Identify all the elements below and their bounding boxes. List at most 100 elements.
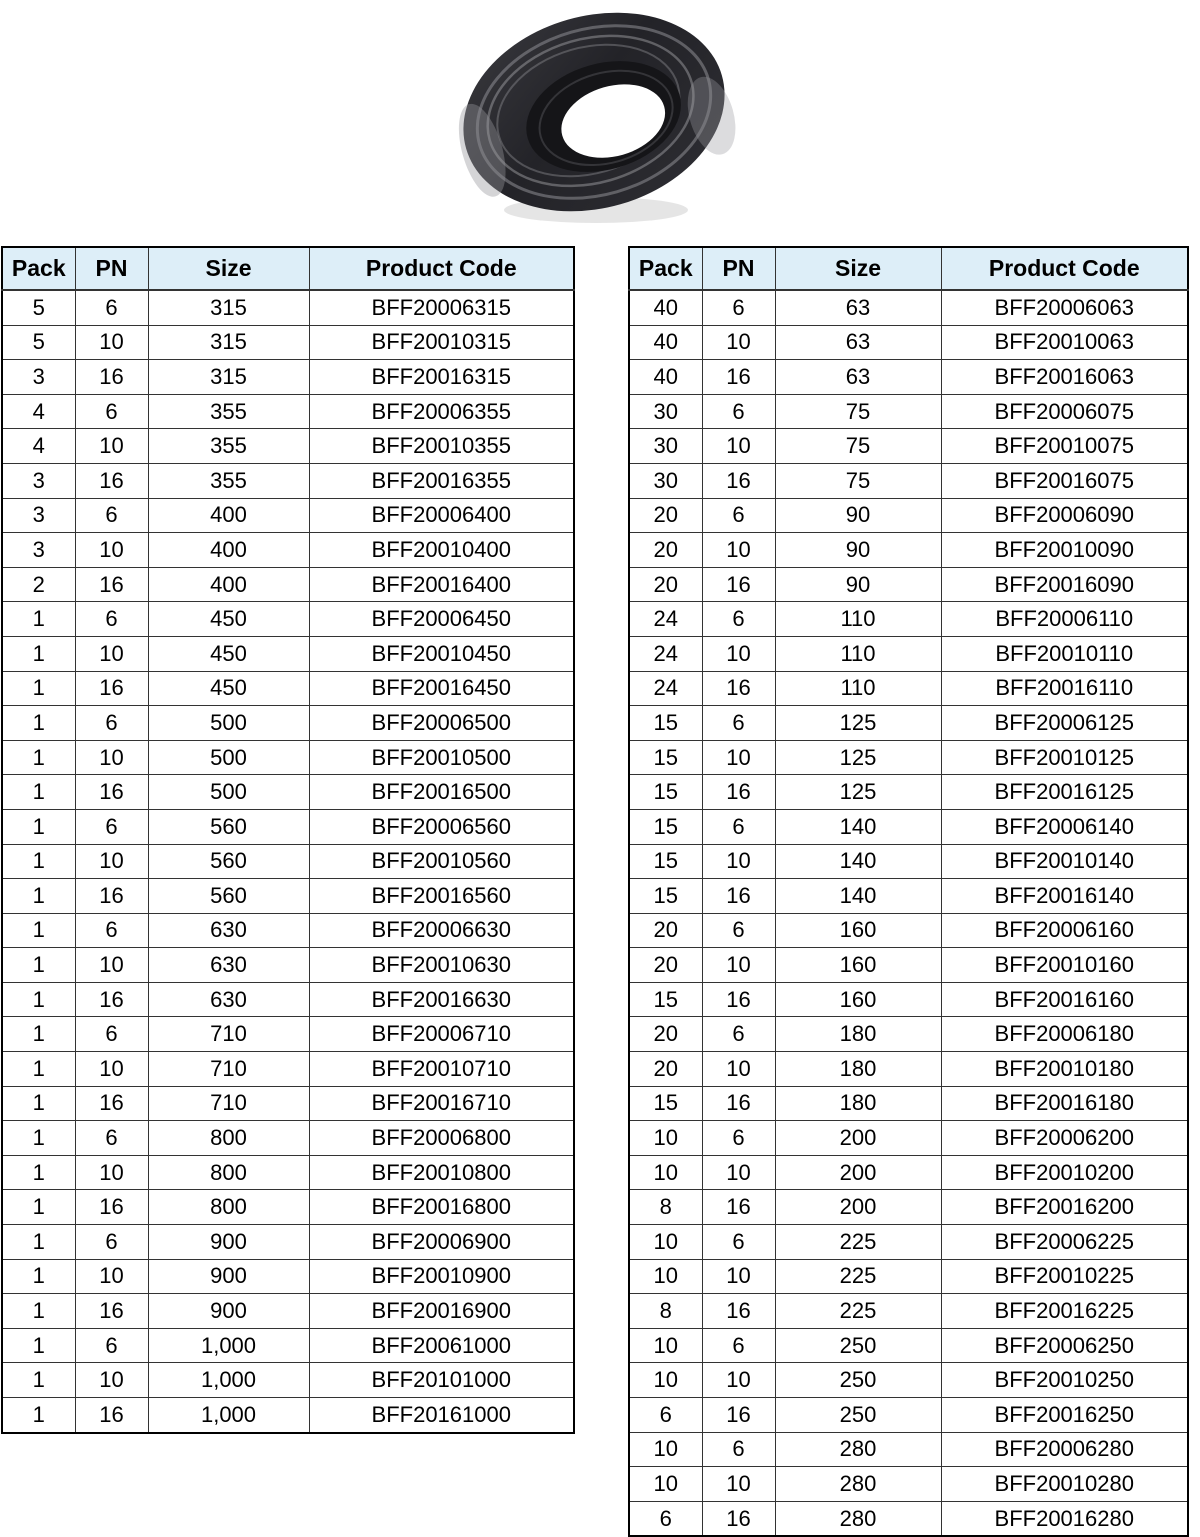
table-cell: 6 <box>701 912 776 949</box>
table-cell: 140 <box>774 808 942 845</box>
table-cell: 900 <box>147 1258 310 1295</box>
table-cell: 6 <box>701 1327 776 1364</box>
table-cell: 16 <box>701 774 776 810</box>
table-cell: BFF20006160 <box>940 912 1189 949</box>
table-cell: 250 <box>774 1362 942 1398</box>
table-cell: 800 <box>147 1120 310 1156</box>
table-cell: 8 <box>628 1189 703 1226</box>
table-cell: 16 <box>74 878 149 914</box>
table-cell: 90 <box>774 497 942 534</box>
table-cell: 3 <box>1 359 76 395</box>
table-cell: 20 <box>628 1051 703 1087</box>
table-cell: 560 <box>147 843 310 880</box>
table-cell: 6 <box>701 289 776 326</box>
table-cell: BFF20006225 <box>940 1224 1189 1260</box>
table-row: 20 6 180 BFF20006180 <box>628 1016 1189 1053</box>
column-header-size: Size <box>147 246 310 291</box>
table-cell: BFF20016710 <box>308 1085 575 1122</box>
table-cell: 30 <box>628 428 703 464</box>
table-cell: 63 <box>774 289 942 326</box>
table-cell: BFF20010500 <box>308 739 575 776</box>
table-row: 6 16 280 BFF20016280 <box>628 1500 1189 1537</box>
table-cell: BFF20010180 <box>940 1051 1189 1087</box>
table-row: 3 10 400 BFF20010400 <box>1 532 575 568</box>
table-cell: 630 <box>147 947 310 983</box>
table-cell: 180 <box>774 1016 942 1053</box>
table-cell: 10 <box>628 1431 703 1468</box>
table-cell: 250 <box>774 1397 942 1433</box>
table-cell: BFF20006090 <box>940 497 1189 534</box>
ring-groove-2 <box>486 34 695 188</box>
column-header-pack: Pack <box>628 246 703 291</box>
table-cell: 630 <box>147 981 310 1018</box>
table-cell: 15 <box>628 843 703 880</box>
table-row: 1 10 500 BFF20010500 <box>1 739 575 776</box>
table-row: 1 10 800 BFF20010800 <box>1 1154 575 1191</box>
table-cell: 400 <box>147 497 310 534</box>
table-cell: 20 <box>628 566 703 603</box>
table-cell: BFF20010800 <box>308 1154 575 1191</box>
table-cell: 355 <box>147 462 310 499</box>
table-cell: 160 <box>774 981 942 1018</box>
table-cell: BFF20006560 <box>308 808 575 845</box>
table-cell: 110 <box>774 601 942 637</box>
table-cell: BFF20006900 <box>308 1224 575 1260</box>
table-cell: 1 <box>1 1120 76 1156</box>
table-cell: 16 <box>74 359 149 395</box>
table-cell: 6 <box>701 601 776 637</box>
table-cell: BFF20161000 <box>308 1396 575 1434</box>
table-cell: BFF20016063 <box>940 359 1189 395</box>
table-cell: 200 <box>774 1189 942 1226</box>
table-row: 1 10 710 BFF20010710 <box>1 1051 575 1087</box>
table-cell: 10 <box>74 1362 149 1398</box>
table-cell: 10 <box>74 532 149 568</box>
table-cell: BFF20010200 <box>940 1154 1189 1191</box>
table-cell: 16 <box>74 566 149 603</box>
table-cell: 15 <box>628 981 703 1018</box>
table-cell: BFF20006280 <box>940 1431 1189 1468</box>
table-cell: 280 <box>774 1431 942 1468</box>
table-cell: 1,000 <box>147 1396 310 1434</box>
table-cell: 15 <box>628 705 703 741</box>
table-cell: 6 <box>74 1016 149 1053</box>
table-cell: BFF20006250 <box>940 1327 1189 1364</box>
table-cell: 6 <box>628 1500 703 1537</box>
table-cell: 10 <box>74 843 149 880</box>
table-cell: BFF20006500 <box>308 705 575 741</box>
table-cell: BFF20010630 <box>308 947 575 983</box>
table-row: 1 16 900 BFF20016900 <box>1 1293 575 1329</box>
table-cell: BFF20010250 <box>940 1362 1189 1398</box>
table-cell: 200 <box>774 1154 942 1191</box>
table-cell: 6 <box>74 705 149 741</box>
table-cell: 315 <box>147 289 310 326</box>
table-cell: BFF20016900 <box>308 1293 575 1329</box>
table-cell: BFF20016225 <box>940 1293 1189 1329</box>
table-cell: 1 <box>1 670 76 707</box>
table-cell: 10 <box>701 947 776 983</box>
column-header-product-code: Product Code <box>940 246 1189 291</box>
table-cell: 10 <box>74 1258 149 1295</box>
table-cell: 16 <box>74 1085 149 1122</box>
table-row: 1 16 450 BFF20016450 <box>1 670 575 707</box>
table-row: 20 10 160 BFF20010160 <box>628 947 1189 983</box>
table-row: 10 6 250 BFF20006250 <box>628 1327 1189 1364</box>
table-cell: 1 <box>1 1189 76 1226</box>
table-cell: 1 <box>1 1085 76 1122</box>
table-cell: 900 <box>147 1224 310 1260</box>
table-row: 1 16 500 BFF20016500 <box>1 774 575 810</box>
table-cell: 6 <box>628 1397 703 1433</box>
table-cell: BFF20006110 <box>940 601 1189 637</box>
table-cell: 560 <box>147 808 310 845</box>
table-cell: 10 <box>74 739 149 776</box>
table-cell: 225 <box>774 1293 942 1329</box>
table-cell: BFF20010280 <box>940 1466 1189 1502</box>
table-row: 1 6 900 BFF20006900 <box>1 1224 575 1260</box>
table-cell: 6 <box>701 1016 776 1053</box>
table-row: 1 6 1,000 BFF20061000 <box>1 1327 575 1364</box>
table-cell: BFF20010110 <box>940 635 1189 672</box>
table-cell: 40 <box>628 359 703 395</box>
table-cell: 15 <box>628 1085 703 1122</box>
table-cell: 40 <box>628 289 703 326</box>
table-cell: BFF20010063 <box>940 324 1189 361</box>
table-cell: 10 <box>701 324 776 361</box>
